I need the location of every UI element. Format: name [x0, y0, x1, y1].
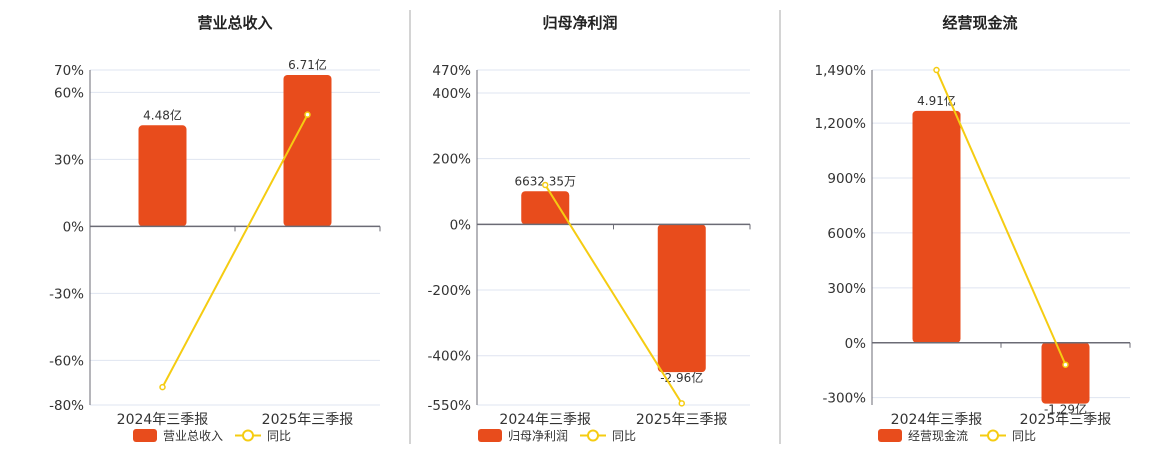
- chart-title: 归母净利润: [542, 14, 617, 32]
- y-tick-label: -30%: [49, 286, 84, 302]
- y-tick-label: 70%: [54, 63, 84, 79]
- y-tick-label: 900%: [827, 171, 866, 187]
- legend-line-marker[interactable]: [587, 429, 599, 442]
- y-tick-label: 0%: [450, 217, 472, 233]
- legend-bar-swatch[interactable]: [133, 429, 157, 442]
- legend-bar-swatch[interactable]: [478, 429, 502, 442]
- legend-bar-label[interactable]: 经营现金流: [908, 428, 968, 443]
- y-tick-label: -80%: [49, 398, 84, 414]
- yoy-point: [933, 66, 940, 74]
- yoy-point: [542, 181, 549, 189]
- chart-2: 归母净利润 470% 400% 200% 0% -200% -400% -550% 6632.3…: [428, 14, 751, 443]
- chart-title: 经营现金流: [942, 14, 1017, 32]
- x-tick-label: 2024年三季报: [499, 412, 591, 428]
- bar: [138, 125, 187, 227]
- y-tick-label: 300%: [827, 281, 866, 297]
- bar: [521, 191, 570, 225]
- chart-title: 营业总收入: [197, 14, 272, 32]
- bar-data-label: 4.48亿: [143, 107, 182, 122]
- y-tick-label: 200%: [432, 152, 471, 168]
- x-tick-label: 2025年三季报: [636, 412, 728, 428]
- y-tick-label: 1,200%: [815, 116, 867, 132]
- yoy-point: [159, 383, 166, 391]
- yoy-line: [544, 184, 683, 404]
- yoy-point: [678, 400, 685, 407]
- y-tick-label: 0%: [63, 219, 85, 235]
- x-tick-label: 2025年三季报: [262, 412, 354, 428]
- legend-line-label[interactable]: 同比: [267, 429, 291, 443]
- y-tick-label: 600%: [827, 226, 866, 242]
- y-tick-label: 0%: [845, 336, 867, 352]
- y-tick-label: 470%: [432, 63, 471, 79]
- y-tick-label: -300%: [823, 391, 867, 407]
- bar: [657, 224, 706, 373]
- bar: [283, 74, 332, 227]
- bar-data-label: -1.29亿: [1044, 402, 1087, 417]
- y-tick-label: 400%: [432, 86, 471, 102]
- yoy-line: [935, 69, 1067, 366]
- legend-line-label[interactable]: 同比: [612, 429, 636, 443]
- y-tick-label: 1,490%: [815, 63, 867, 79]
- bar-data-label: -2.96亿: [660, 370, 703, 385]
- yoy-line: [161, 114, 309, 388]
- y-tick-label: 60%: [54, 85, 84, 101]
- x-tick-label: 2024年三季报: [891, 412, 983, 428]
- x-tick-label: 2024年三季报: [117, 412, 209, 428]
- y-tick-label: -400%: [428, 349, 472, 365]
- yoy-point: [1062, 361, 1069, 368]
- chart-3: 经营现金流 1,490% 1,200% 900% 600% 300% 0% -300% 4.91…: [815, 14, 1131, 443]
- legend-bar-label[interactable]: 归母净利润: [508, 429, 568, 443]
- bar-data-label: 6.71亿: [288, 57, 327, 72]
- yoy-point: [304, 111, 311, 118]
- y-tick-label: 30%: [54, 152, 84, 168]
- bar: [912, 110, 961, 343]
- y-tick-label: -200%: [428, 283, 472, 299]
- legend-bar-swatch[interactable]: [878, 429, 902, 442]
- chart-1: 营业总收入 70% 60% 30% 0% -30% -60% -80% 4.48亿 2024年三季…: [49, 14, 381, 443]
- x-tick-label: 2025年三季报: [1020, 412, 1112, 428]
- legend-bar-label[interactable]: 营业总收入: [163, 429, 223, 443]
- legend-line-marker[interactable]: [987, 429, 999, 442]
- legend-line-label[interactable]: 同比: [1012, 429, 1036, 443]
- bar-data-label: 4.91亿: [917, 93, 956, 108]
- legend-line-marker[interactable]: [242, 429, 254, 442]
- bar: [1041, 342, 1090, 404]
- y-tick-label: -550%: [428, 398, 472, 414]
- y-tick-label: -60%: [49, 353, 84, 369]
- bar-data-label: 6632.35万: [514, 174, 576, 188]
